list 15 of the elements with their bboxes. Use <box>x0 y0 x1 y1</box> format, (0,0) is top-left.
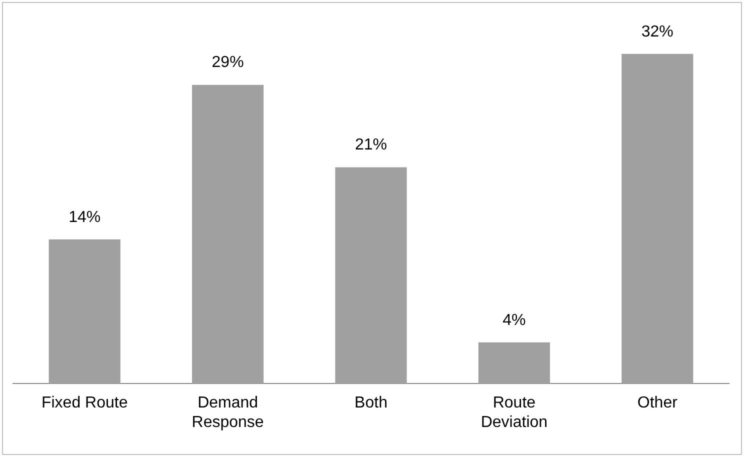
x-tick-label: Both <box>354 394 388 412</box>
data-label: 21% <box>354 136 388 154</box>
x-tick-label: Other <box>637 394 678 412</box>
bar <box>622 54 694 384</box>
bar <box>48 239 120 384</box>
data-label: 4% <box>502 312 526 329</box>
x-tick-label: Route Deviation <box>480 394 548 431</box>
x-tick-label: Demand Response <box>192 394 264 431</box>
bar <box>192 84 264 384</box>
bar <box>478 342 550 384</box>
x-tick-label: Fixed Route <box>41 394 128 412</box>
data-label: 14% <box>68 208 101 226</box>
data-label: 32% <box>641 23 674 40</box>
bar <box>335 167 407 384</box>
data-label: 29% <box>212 54 244 72</box>
